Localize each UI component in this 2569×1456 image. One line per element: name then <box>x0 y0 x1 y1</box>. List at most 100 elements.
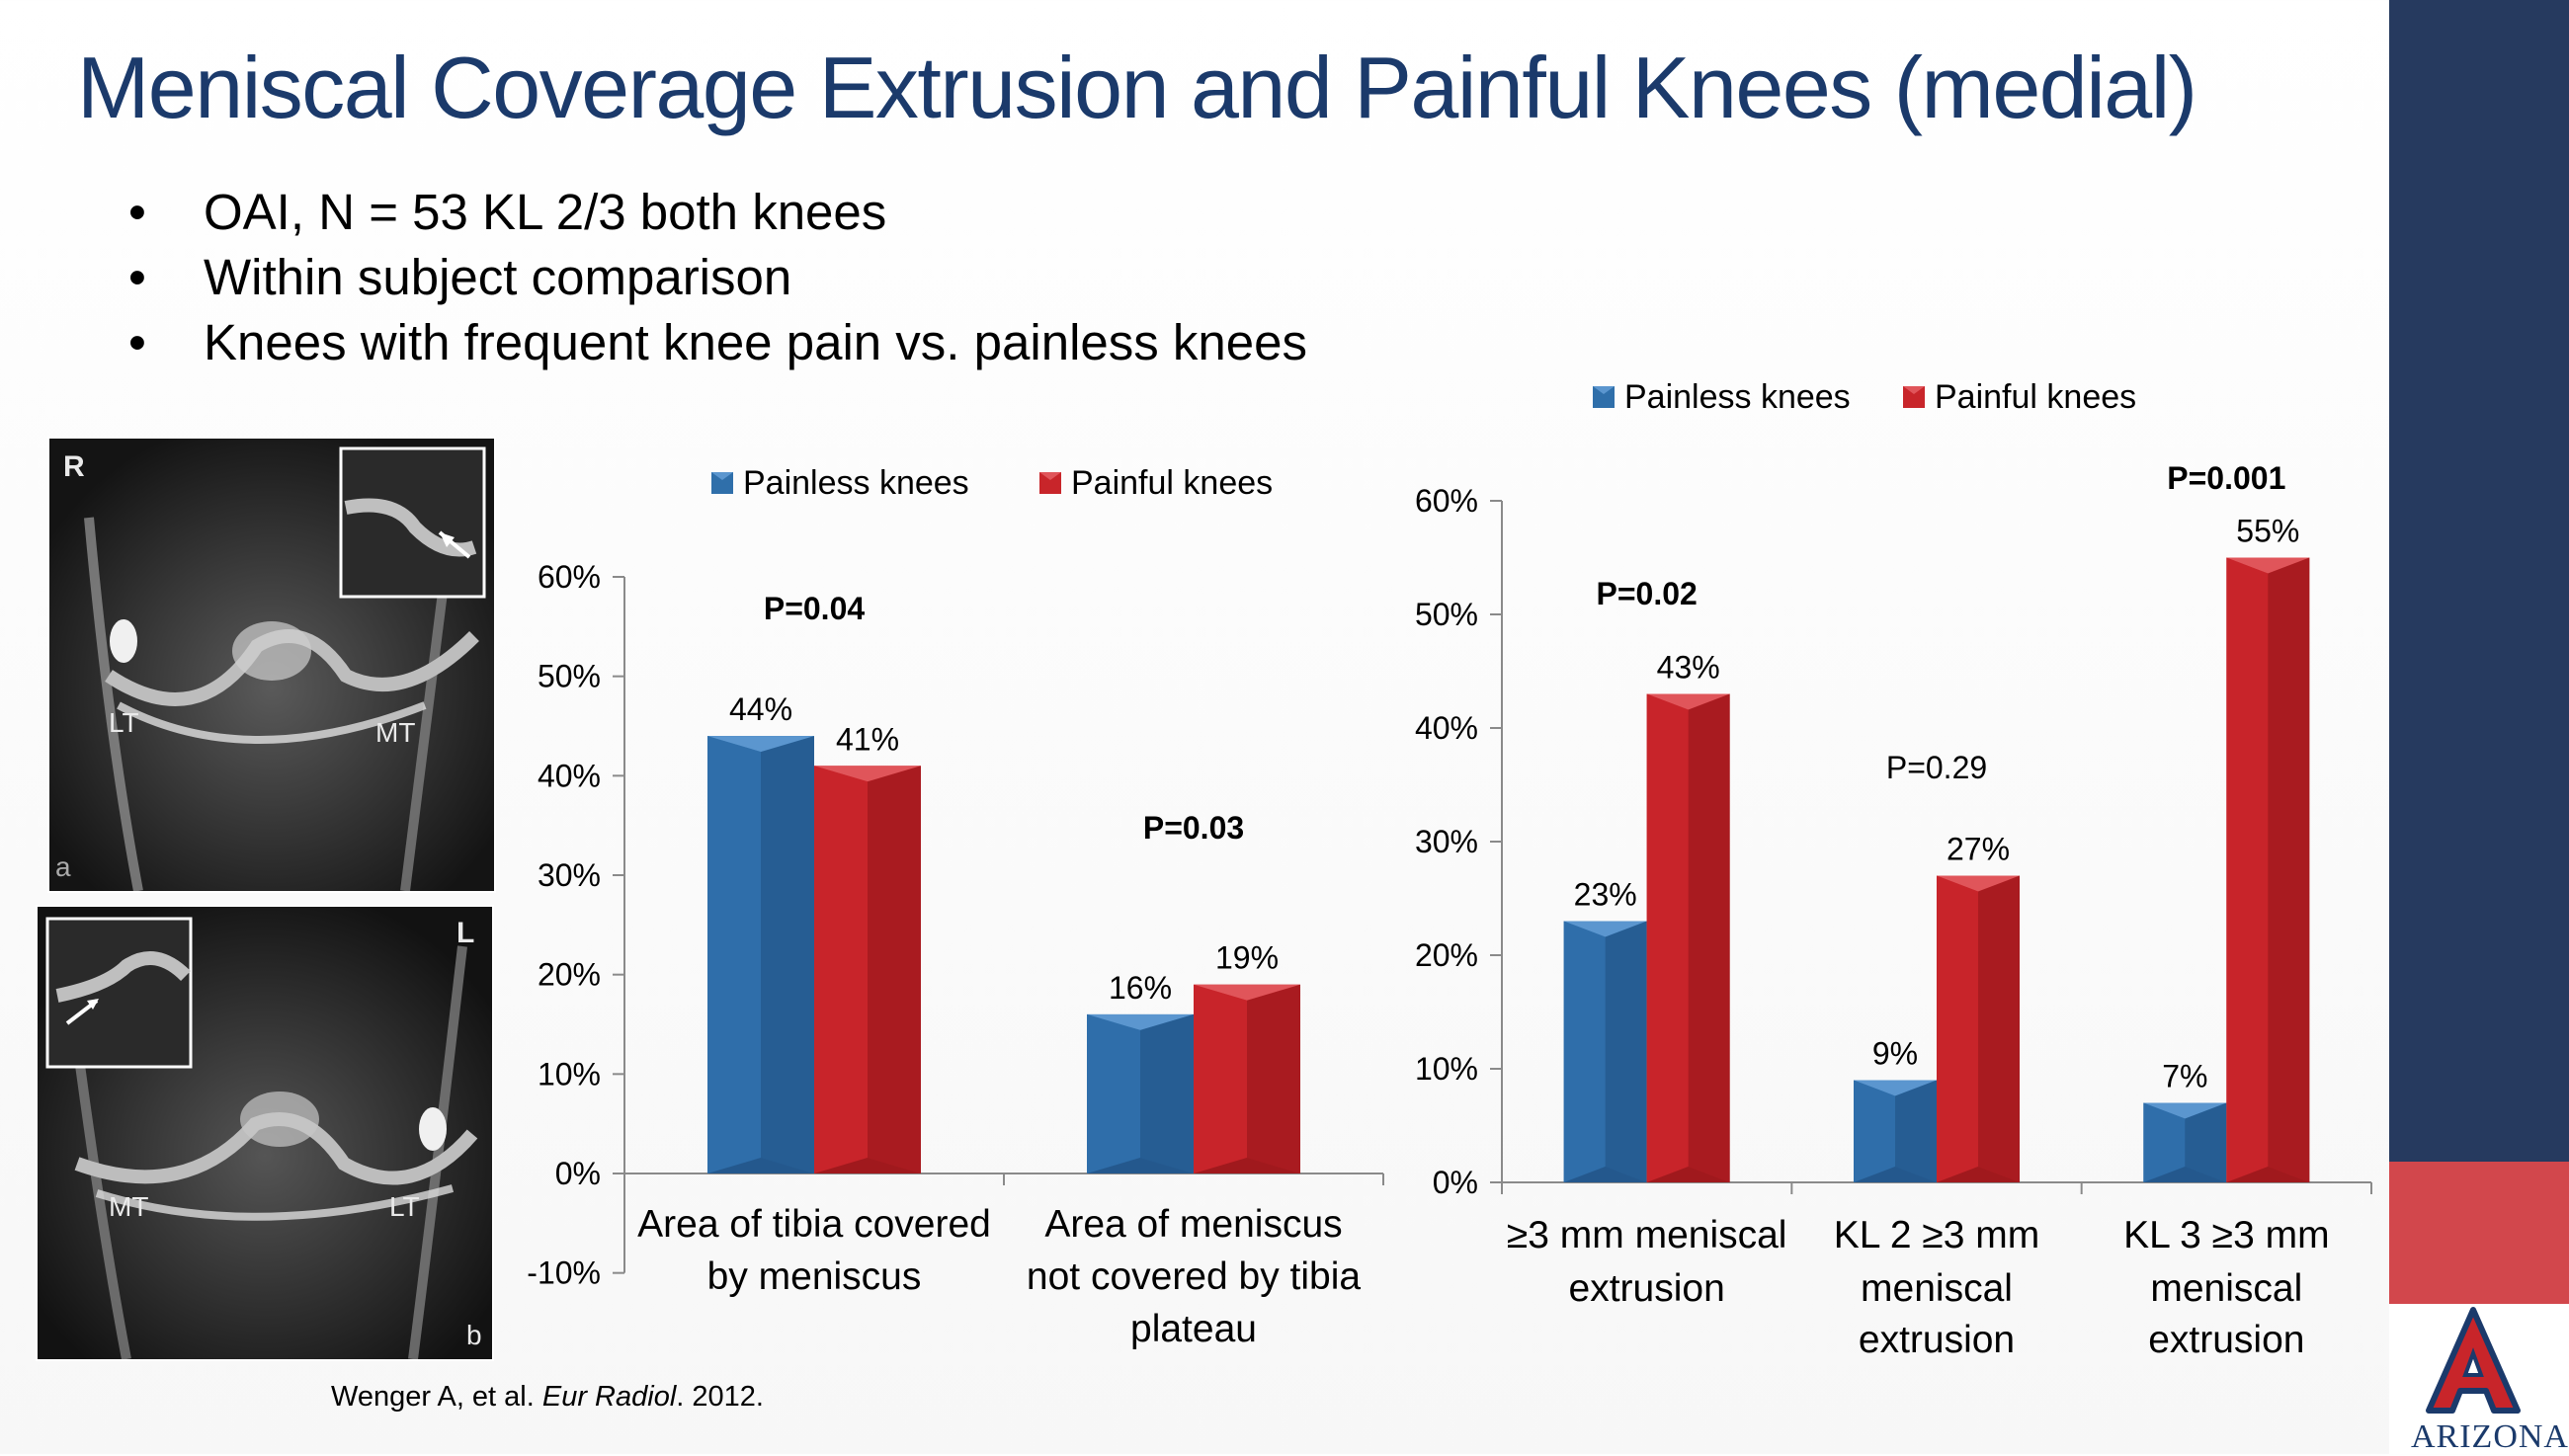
bar-bevel-top <box>2143 1102 2227 1119</box>
p-value-label: P=0.03 <box>1143 810 1244 846</box>
bar-painful <box>1646 693 1730 1182</box>
bar-bevel-right <box>1978 875 2020 1182</box>
bar-bevel-right <box>1247 984 1300 1173</box>
mri-bottom-right-label: LT <box>389 1191 420 1222</box>
bar-bevel-top <box>707 736 814 753</box>
legend-swatch <box>1039 472 1061 494</box>
bar-bevel-left <box>1646 693 1689 1182</box>
p-value-label: P=0.02 <box>1597 576 1698 611</box>
bar-bevel-left <box>1194 984 1247 1173</box>
bar-bevel-bottom <box>707 1158 814 1173</box>
category-label: extrusion <box>1569 1267 1725 1310</box>
bar-bevel-bottom <box>1194 1158 1300 1173</box>
y-tick-label: 50% <box>538 659 601 694</box>
bar-painless <box>2143 1102 2227 1182</box>
legend-label: Painful knees <box>1935 378 2136 416</box>
y-tick-label: 40% <box>538 758 601 793</box>
bar-bevel-left <box>1937 875 1978 1182</box>
category-label: meniscal <box>2150 1267 2302 1310</box>
slide-title: Meniscal Coverage Extrusion and Painful … <box>77 39 2197 136</box>
bar-value-label: 41% <box>836 721 899 757</box>
y-tick-label: 10% <box>1415 1051 1478 1087</box>
bar-bevel-right <box>2185 1102 2227 1182</box>
bar-value-label: 43% <box>1657 650 1720 686</box>
citation: Wenger A, et al. Eur Radiol. 2012. <box>331 1381 764 1414</box>
bar-bevel-bottom <box>1854 1167 1937 1182</box>
bar-bevel-left <box>2143 1102 2186 1182</box>
bar-bevel-top <box>814 766 921 782</box>
legend-label: Painless knees <box>1624 378 1851 416</box>
bar-painless <box>1854 1080 1937 1182</box>
sidebar-accent-band <box>2389 1162 2569 1304</box>
bullet-list: OAI, N = 53 KL 2/3 both knees Within sub… <box>128 180 1307 375</box>
bar-bevel-bottom <box>1087 1158 1194 1173</box>
bar-bevel-right <box>1140 1013 1194 1173</box>
bar-painless <box>707 736 814 1173</box>
citation-journal: Eur Radiol <box>541 1381 677 1413</box>
bar-value-label: 9% <box>1872 1036 1918 1072</box>
legend-swatch-bevel <box>711 472 733 480</box>
y-tick-label: 50% <box>1415 597 1478 632</box>
bar-bevel-top <box>1937 875 2020 892</box>
bar-painful <box>1194 984 1300 1173</box>
category-label: Area of meniscus <box>1044 1203 1342 1246</box>
bar-painful <box>2226 557 2310 1182</box>
category-label: by meniscus <box>707 1255 922 1298</box>
bar-bevel-bottom <box>1937 1167 2020 1182</box>
bar-painless <box>1087 1013 1194 1173</box>
mri-top-corner-label: R <box>63 450 85 483</box>
bar-value-label: 55% <box>2236 514 2299 549</box>
bar-value-label: 27% <box>1947 832 2010 867</box>
bar-value-label: 16% <box>1109 970 1172 1006</box>
bar-bevel-top <box>1087 1013 1194 1030</box>
y-tick-label: 30% <box>1415 824 1478 859</box>
bar-bevel-bottom <box>1646 1167 1730 1182</box>
bar-painful <box>1937 875 2020 1182</box>
mri-top-panel-label: a <box>55 851 71 882</box>
bar-bevel-bottom <box>1563 1167 1647 1182</box>
bar-bevel-left <box>1087 1013 1140 1173</box>
y-tick-label: -10% <box>527 1255 601 1291</box>
citation-year: . 2012. <box>676 1381 764 1413</box>
bar-bevel-right <box>2268 557 2310 1182</box>
bar-bevel-top <box>1854 1080 1937 1096</box>
bullet-item: Within subject comparison <box>128 245 1307 310</box>
legend-label: Painful knees <box>1071 464 1273 502</box>
logo-text: ARIZONA <box>2411 1418 2569 1455</box>
bar-bevel-right <box>1605 921 1647 1182</box>
bar-bevel-top <box>1563 921 1647 937</box>
y-tick-label: 60% <box>1415 483 1478 519</box>
bar-bevel-top <box>1646 693 1730 710</box>
mri-bottom-left-label: MT <box>109 1191 149 1222</box>
bar-bevel-left <box>814 766 868 1173</box>
bullet-item: Knees with frequent knee pain vs. painle… <box>128 310 1307 375</box>
bar-bevel-right <box>1895 1080 1937 1182</box>
category-label: extrusion <box>1859 1319 2015 1361</box>
bar-value-label: 19% <box>1215 940 1279 976</box>
mri-top-left-label: LT <box>109 707 139 738</box>
y-tick-label: 40% <box>1415 710 1478 746</box>
category-label: KL 2 ≥3 mm <box>1834 1214 2040 1256</box>
bar-bevel-left <box>1563 921 1606 1182</box>
bar-bevel-left <box>1854 1080 1895 1182</box>
bar-painless <box>1563 921 1647 1182</box>
y-tick-label: 60% <box>538 559 601 595</box>
legend-swatch <box>1903 386 1925 408</box>
legend-swatch-bevel <box>1903 386 1925 394</box>
y-tick-label: 0% <box>555 1156 601 1191</box>
y-tick-label: 20% <box>1415 937 1478 973</box>
category-label: plateau <box>1130 1308 1257 1350</box>
bar-value-label: 7% <box>2162 1059 2207 1094</box>
bullet-item: OAI, N = 53 KL 2/3 both knees <box>128 180 1307 245</box>
mri-top-graphic <box>49 439 494 891</box>
bar-bevel-right <box>1688 693 1730 1182</box>
category-label: ≥3 mm meniscal <box>1507 1214 1787 1256</box>
legend-label: Painless knees <box>743 464 969 502</box>
mri-image-top: R LT MT a <box>47 437 496 893</box>
y-tick-label: 30% <box>538 857 601 893</box>
legend-swatch <box>1593 386 1615 408</box>
mri-bottom-corner-label: L <box>456 917 475 949</box>
mri-bottom-panel-label: b <box>466 1320 482 1350</box>
category-label: extrusion <box>2148 1319 2304 1361</box>
bar-value-label: 44% <box>729 691 792 727</box>
